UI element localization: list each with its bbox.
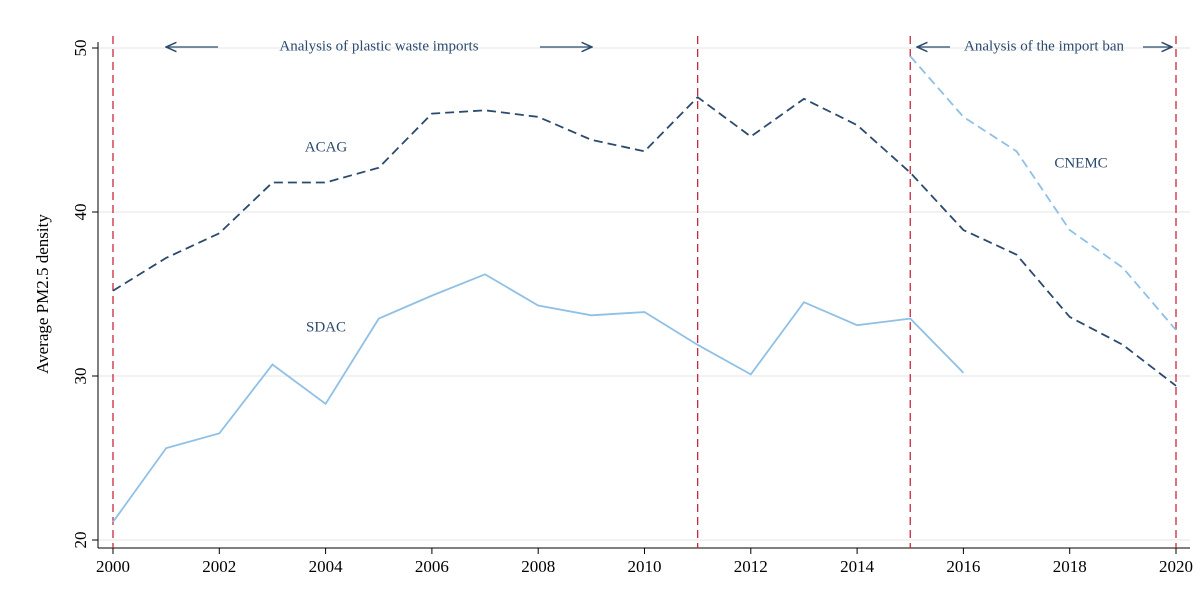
x-tick-label: 2004 — [309, 557, 344, 576]
x-tick-label: 2012 — [734, 557, 768, 576]
y-tick-label: 50 — [71, 40, 90, 57]
annotation: Analysis of the import ban — [964, 38, 1124, 54]
x-tick-label: 2008 — [521, 557, 555, 576]
x-tick-label: 2016 — [946, 557, 980, 576]
x-tick-label: 2010 — [628, 557, 662, 576]
series-label: SDAC — [306, 319, 346, 335]
series-label: CNEMC — [1054, 155, 1107, 171]
x-tick-label: 2002 — [202, 557, 236, 576]
y-tick-label: 30 — [71, 368, 90, 385]
y-axis-label: Average PM2.5 density — [33, 214, 52, 374]
series-line — [112, 96, 1177, 387]
y-tick-label: 40 — [71, 204, 90, 221]
x-tick-label: 2000 — [96, 557, 130, 576]
x-tick-label: 2018 — [1053, 557, 1087, 576]
y-tick-label: 20 — [71, 532, 90, 549]
x-tick-label: 2014 — [840, 557, 875, 576]
x-tick-label: 2006 — [415, 557, 449, 576]
x-tick-label: 2020 — [1159, 557, 1193, 576]
series-label: ACAG — [305, 139, 348, 155]
series-line — [112, 273, 965, 523]
annotation: Analysis of plastic waste imports — [279, 38, 478, 54]
